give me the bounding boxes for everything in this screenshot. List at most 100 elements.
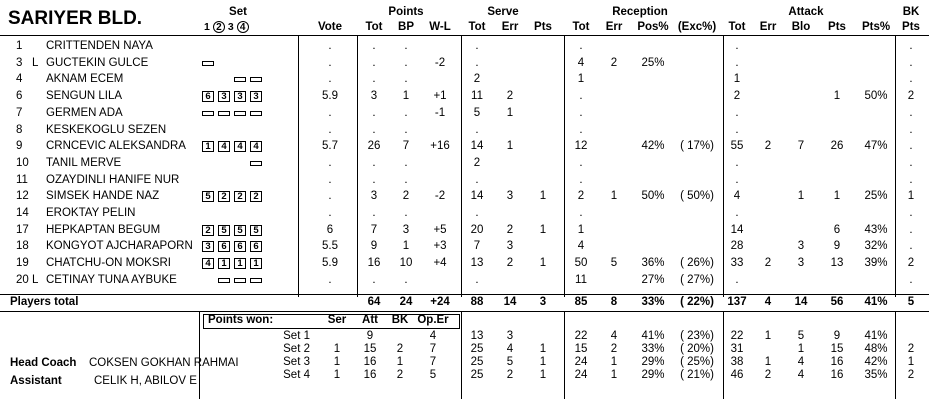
set-number-4: 4 <box>236 21 249 33</box>
stat-r-err: 1 <box>610 190 618 203</box>
set-position-box <box>202 110 214 116</box>
stat-p-wl: -2 <box>434 56 446 69</box>
set-position-box: 5 <box>218 224 230 236</box>
subheader-s-tot: Tot <box>468 21 486 33</box>
stat-bk: . <box>909 207 913 219</box>
set-position-box: 4 <box>250 141 262 153</box>
stat-p-bp: 7 <box>402 140 410 153</box>
head-coach-label: Head Coach <box>10 357 77 369</box>
subheader-a-err: Err <box>759 21 777 33</box>
subheader-p-bp: BP <box>398 21 414 33</box>
player-number: 17 <box>16 223 29 236</box>
player-name: EROKTAY PELIN <box>46 207 136 219</box>
stat-p-tot: 26 <box>367 140 381 153</box>
stat-s-err: 3 <box>506 190 514 203</box>
pw-op: 5 <box>429 369 437 381</box>
stat-bk: . <box>909 73 913 86</box>
player-number: 14 <box>16 207 29 219</box>
stat-s-tot: 14 <box>470 190 484 203</box>
attack-header: Attack <box>788 6 824 18</box>
set-stat-r-pos: 41% <box>641 330 665 342</box>
stat-s-tot: 2 <box>473 73 481 86</box>
stat-a-blo: 3 <box>797 240 805 253</box>
stat-r-tot: . <box>579 106 583 119</box>
stat-s-tot: 14 <box>470 140 484 153</box>
player-name: GERMEN ADA <box>46 106 123 119</box>
stat-s-tot: 2 <box>473 156 481 169</box>
stat-a-pts: 9 <box>833 240 841 253</box>
total-a-err: 4 <box>764 296 772 308</box>
stat-s-pts: 1 <box>539 223 547 236</box>
stat-p-bp: 10 <box>399 257 413 270</box>
set-position-box <box>234 77 246 83</box>
player-number: 9 <box>16 140 23 153</box>
pw-header-op: Op.Er <box>417 314 449 326</box>
player-name: CHATCHU-ON MOKSRI <box>46 257 172 270</box>
set-stat-r-tot: 24 <box>574 369 588 381</box>
stat-a-tot: . <box>735 273 739 286</box>
stat-r-err: 5 <box>610 257 618 270</box>
set-stat-a-blo: 5 <box>797 330 805 342</box>
set-stat-bk: 2 <box>907 369 915 381</box>
stat-s-tot: . <box>475 173 479 186</box>
total-r-exc: ( 22%) <box>680 296 714 308</box>
stat-s-tot: . <box>475 56 479 69</box>
stat-a-tot: . <box>735 40 739 52</box>
stat-p-bp: . <box>404 173 408 186</box>
bottom-separator <box>723 311 724 399</box>
stat-vote: 5.9 <box>322 90 338 103</box>
stat-p-tot: . <box>372 273 376 286</box>
stat-vote: . <box>328 273 332 286</box>
serve-header: Serve <box>487 6 519 18</box>
subheader-a-ptsp: Pts% <box>861 21 891 33</box>
stat-bk: 1 <box>907 190 915 203</box>
set-number-2: 2 <box>212 21 225 33</box>
set-position-box: 6 <box>250 241 262 253</box>
stat-r-pos: 36% <box>641 257 665 270</box>
stat-a-tot: 2 <box>733 90 741 103</box>
set-stat-a-err: 1 <box>764 330 772 342</box>
pw-ser: 1 <box>333 343 341 355</box>
set-stat-a-blo: 4 <box>797 369 805 381</box>
stat-a-pts: 1 <box>833 90 841 103</box>
totals-label: Players total <box>10 296 79 308</box>
stat-p-bp: . <box>404 156 408 169</box>
set-stat-a-ptsp: 41% <box>864 330 888 342</box>
set-position-box: 3 <box>250 91 262 103</box>
stat-r-tot: . <box>579 156 583 169</box>
set-position-box: 1 <box>250 258 262 270</box>
pw-op: 7 <box>429 356 437 368</box>
column-separator <box>895 35 896 297</box>
set-stat-s-err: 4 <box>506 343 514 355</box>
stat-p-bp: . <box>404 106 408 119</box>
stat-s-err: 1 <box>506 106 514 119</box>
stat-vote: 6 <box>326 223 334 236</box>
set-stat-r-err: 4 <box>610 330 618 342</box>
stat-vote: . <box>328 56 332 69</box>
set-stat-s-pts: 1 <box>539 343 547 355</box>
team-name: SARIYER BLD. <box>8 8 143 29</box>
bottom-separator <box>461 311 462 399</box>
set-position-box: 5 <box>202 191 214 203</box>
stat-a-tot: 4 <box>733 190 741 203</box>
set-stat-r-pos: 29% <box>641 356 665 368</box>
player-number: 4 <box>16 73 23 86</box>
set-stat-a-pts: 16 <box>830 369 844 381</box>
stat-p-tot: . <box>372 207 376 219</box>
stat-a-tot: . <box>735 207 739 219</box>
set-stat-a-err: 2 <box>764 369 772 381</box>
stat-p-bp: . <box>404 273 408 286</box>
stat-r-tot: . <box>579 207 583 219</box>
set-position-box: 1 <box>218 258 230 270</box>
stat-bk: . <box>909 56 913 69</box>
stat-a-pts: 6 <box>833 223 841 236</box>
set-stat-a-err: 1 <box>764 356 772 368</box>
stat-a-err: 2 <box>764 140 772 153</box>
stat-s-pts: 1 <box>539 257 547 270</box>
set-stat-s-tot: 13 <box>470 330 484 342</box>
set-stat-r-pos: 29% <box>641 369 665 381</box>
stat-r-tot: 4 <box>577 56 585 69</box>
pw-header-bk: BK <box>391 314 409 326</box>
stat-r-tot: . <box>579 123 583 136</box>
